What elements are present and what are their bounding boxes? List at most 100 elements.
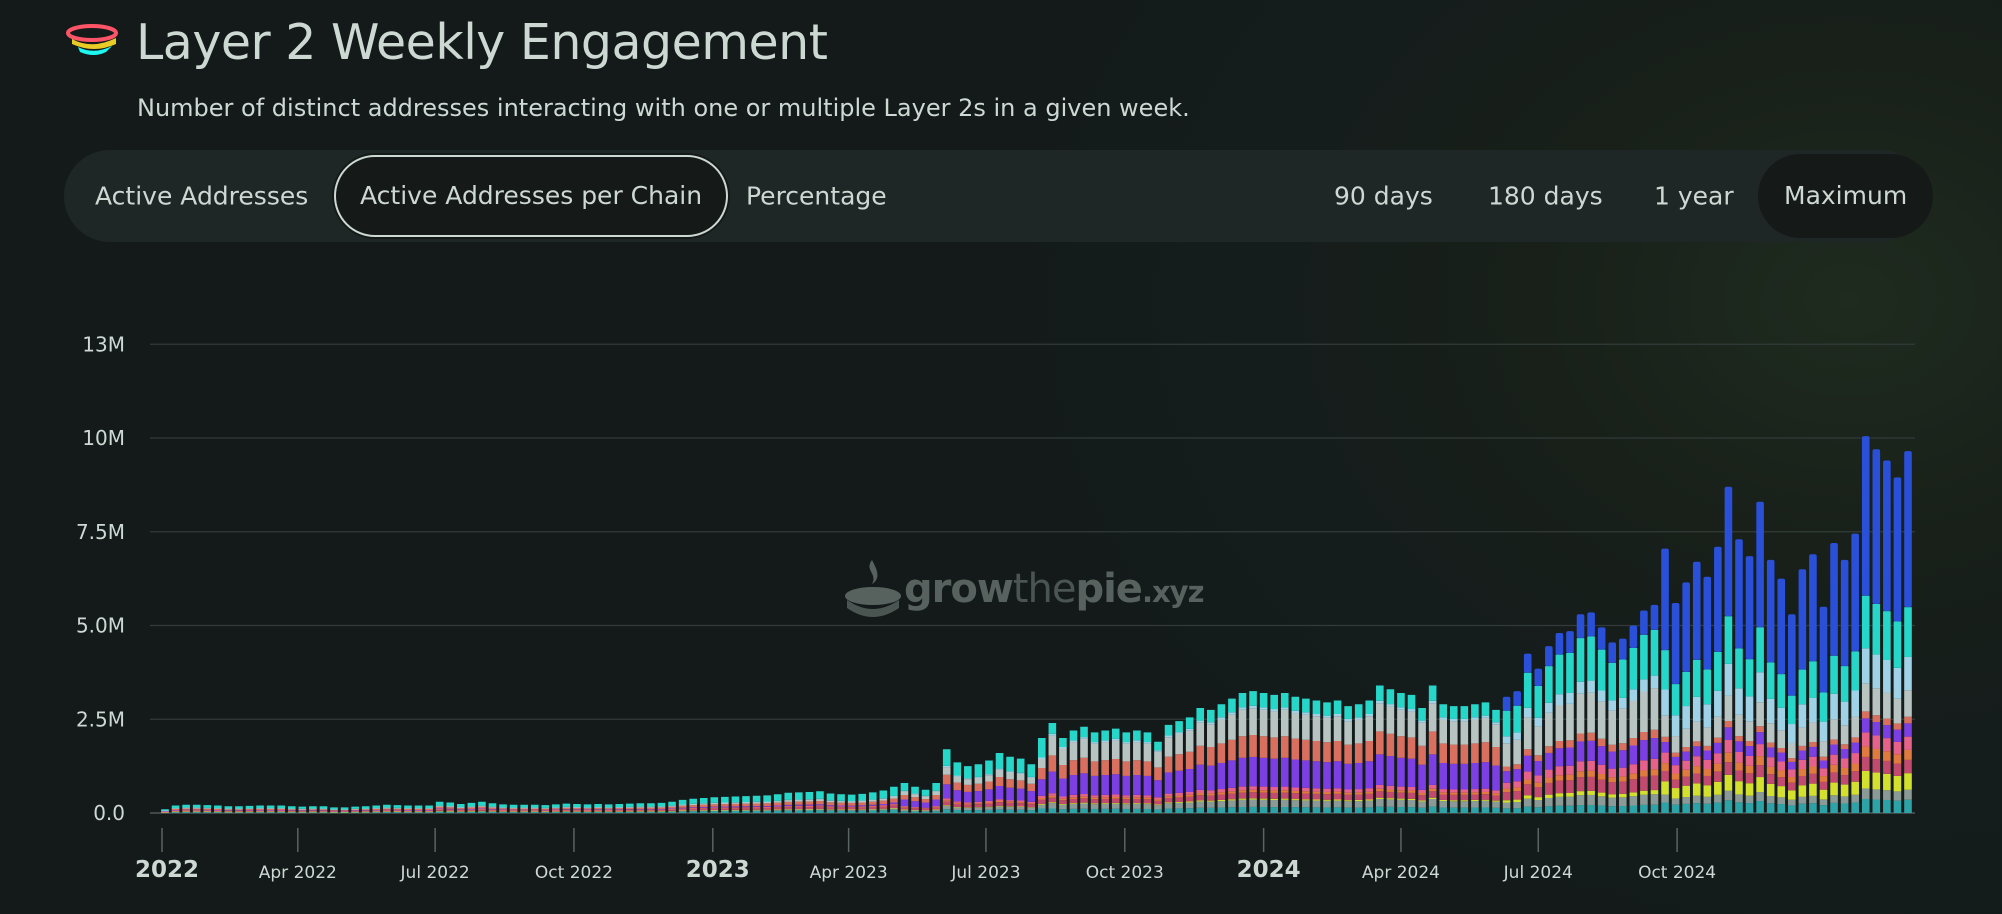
tab-active-addresses-per-chain[interactable]: Active Addresses per Chain xyxy=(331,153,731,239)
bar-segment xyxy=(689,798,697,804)
bar-segment xyxy=(604,810,613,811)
bar-segment xyxy=(235,806,243,809)
bar-segment xyxy=(1629,700,1638,738)
bar-segment xyxy=(1587,732,1595,741)
bar-segment xyxy=(361,811,370,813)
bar-segment xyxy=(1830,744,1838,755)
bar-segment xyxy=(425,810,433,812)
bar-segment xyxy=(1513,764,1521,770)
bar-segment xyxy=(1830,693,1838,720)
bar-segment xyxy=(182,809,190,811)
bar-segment xyxy=(1154,809,1162,813)
bar-segment xyxy=(594,810,602,811)
bar-segment xyxy=(1513,732,1521,740)
bar-segment xyxy=(868,810,877,813)
bar-segment xyxy=(214,810,222,812)
bar-segment xyxy=(689,810,697,811)
bar-stack xyxy=(1692,561,1701,813)
bar-segment xyxy=(1597,701,1606,739)
bar-segment xyxy=(773,794,782,801)
bar-segment xyxy=(1587,776,1595,791)
bar-segment xyxy=(1418,795,1426,801)
bar-segment xyxy=(298,806,307,809)
bar-segment xyxy=(1006,772,1014,780)
bar-segment xyxy=(752,807,761,810)
bar-segment xyxy=(721,806,729,808)
bar-segment xyxy=(1249,735,1257,757)
bar-segment xyxy=(985,807,993,810)
bar-segment xyxy=(1259,786,1268,791)
bar-stack xyxy=(372,805,381,813)
bar-segment xyxy=(1143,808,1152,813)
range-maximum[interactable]: Maximum xyxy=(1758,154,1934,238)
bar-segment xyxy=(1006,806,1014,810)
bar-segment xyxy=(1555,705,1564,741)
bar-segment xyxy=(1777,748,1786,753)
bar-segment xyxy=(721,804,729,807)
range-90-days[interactable]: 90 days xyxy=(1334,181,1433,211)
bar-segment xyxy=(1133,740,1141,743)
bar-segment xyxy=(974,764,983,777)
bar-segment xyxy=(171,811,180,813)
bar-segment xyxy=(1069,742,1078,761)
bar-segment xyxy=(351,811,359,813)
bar-segment xyxy=(1724,695,1733,721)
bar-segment xyxy=(478,811,486,812)
bar-segment xyxy=(1893,723,1902,730)
bar-segment xyxy=(995,802,1004,806)
bar-segment xyxy=(1618,806,1627,813)
bar-segment xyxy=(668,806,676,809)
tab-active-addresses[interactable]: Active Addresses xyxy=(95,181,309,211)
bar-segment xyxy=(795,805,803,807)
bar-segment xyxy=(1861,595,1870,649)
bar-segment xyxy=(742,806,750,808)
bar-segment xyxy=(171,812,180,813)
bar-segment xyxy=(1291,800,1300,808)
bar-segment xyxy=(446,809,455,810)
bar-stack xyxy=(1629,625,1638,813)
bar-segment xyxy=(1840,725,1849,745)
bar-segment xyxy=(1492,722,1500,725)
bar-segment xyxy=(868,801,877,805)
bar-segment xyxy=(1333,788,1342,792)
bar-stack xyxy=(1006,756,1014,813)
tab-percentage[interactable]: Percentage xyxy=(746,181,887,211)
bar-segment xyxy=(657,802,666,807)
bar-segment xyxy=(478,805,486,807)
bar-segment xyxy=(372,808,381,809)
bar-segment xyxy=(1354,799,1363,802)
range-1-year[interactable]: 1 year xyxy=(1654,181,1734,211)
bar-stack xyxy=(1302,698,1310,813)
bar-segment xyxy=(773,802,782,806)
bar-segment xyxy=(1133,775,1141,795)
bar-segment xyxy=(1164,808,1173,813)
bar-segment xyxy=(309,810,317,812)
bar-segment xyxy=(1037,795,1046,798)
bar-segment xyxy=(1661,794,1669,803)
bar-segment xyxy=(1904,690,1912,717)
bar-segment xyxy=(942,809,951,813)
bar-segment xyxy=(287,810,296,811)
bar-segment xyxy=(351,812,359,813)
bar-segment xyxy=(1492,790,1500,794)
bar-segment xyxy=(319,808,328,810)
watermark-the: the xyxy=(1012,566,1077,612)
bar-segment xyxy=(1671,804,1680,813)
bar-segment xyxy=(1661,770,1669,782)
bar-segment xyxy=(1196,764,1205,790)
bar-segment xyxy=(287,810,296,812)
bar-stack xyxy=(731,796,740,813)
bar-segment xyxy=(499,811,507,812)
bar-segment xyxy=(1819,789,1828,800)
range-180-days[interactable]: 180 days xyxy=(1488,181,1603,211)
bar-segment xyxy=(1566,774,1574,781)
bar-segment xyxy=(1291,799,1300,801)
bar-stack xyxy=(1164,724,1173,813)
bar-segment xyxy=(784,809,793,810)
bar-segment xyxy=(1059,804,1067,805)
bar-segment xyxy=(1830,772,1838,783)
bar-segment xyxy=(1460,744,1469,764)
bar-segment xyxy=(1640,776,1648,791)
bar-segment xyxy=(816,805,824,807)
bar-segment xyxy=(974,783,983,792)
